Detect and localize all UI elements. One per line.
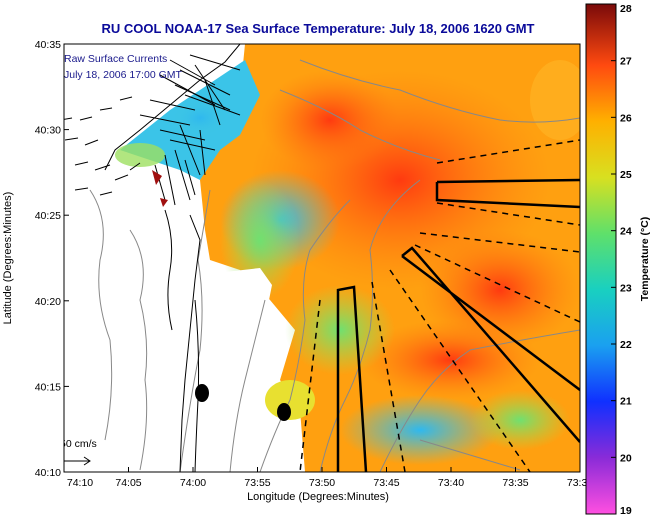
y-tick-label: 40:25 [35, 210, 61, 222]
bathymetry-contours [89, 59, 580, 472]
x-tick-label: 73:45 [373, 477, 399, 489]
colorbar-tick-label: 24 [620, 226, 632, 238]
x-tick-label: 74:05 [115, 477, 141, 489]
colorbar [585, 3, 617, 515]
x-tick-label: 74:10 [67, 477, 93, 489]
scale-vector-label: 50 cm/s [60, 438, 97, 450]
colorbar-tick-label: 23 [620, 282, 632, 294]
colorbar-label: Temperature (°C) [639, 217, 651, 302]
y-tick-label: 40:35 [35, 39, 61, 51]
x-ticks: 74:10 74:05 74:00 73:55 73:50 73:45 73:40 73:35… [63, 467, 593, 489]
current-vectors [64, 54, 241, 206]
plot-area: Raw Surface Currents July 18, 2006 17:00… [60, 44, 580, 472]
station-dot-2 [277, 403, 291, 421]
x-tick-label: 73:50 [309, 477, 335, 489]
scale-vector-arrow [64, 456, 91, 466]
colorbar-tick-label: 28 [620, 3, 632, 15]
overlay-line-2: July 18, 2006 17:00 GMT [64, 69, 182, 81]
overlay-line-1: Raw Surface Currents [64, 53, 167, 65]
colorbar-tick-label: 26 [620, 112, 632, 124]
colorbar-tick-label: 25 [620, 169, 632, 181]
y-axis-label: Latitude (Degrees:Minutes) [2, 192, 14, 325]
x-tick-label: 74:00 [180, 477, 206, 489]
x-tick-label: 73:55 [244, 477, 270, 489]
y-tick-label: 40:10 [35, 467, 61, 479]
colorbar-tick-label: 27 [620, 56, 632, 68]
colorbar-tick-label: 20 [620, 452, 632, 464]
colorbar-tick-label: 21 [620, 396, 632, 408]
x-axis-label: Longitude (Degrees:Minutes) [247, 491, 389, 503]
landmass [64, 44, 275, 472]
red-marker-2 [160, 198, 168, 207]
x-tick-label: 73:35 [502, 477, 528, 489]
colorbar-tick-label: 19 [620, 505, 632, 517]
colorbar-ticks: 19 20 21 22 23 24 25 26 27 28 [611, 3, 632, 517]
y-tick-label: 40:30 [35, 125, 61, 137]
x-tick-label: 73:40 [438, 477, 464, 489]
station-dot-1 [195, 384, 209, 402]
sst-field [115, 44, 580, 472]
sampling-sectors [299, 139, 580, 472]
red-marker [152, 170, 162, 185]
y-tick-label: 40:20 [35, 296, 61, 308]
y-ticks: 40:10 40:15 40:20 40:25 40:30 40:35 [35, 39, 69, 479]
colorbar-tick-label: 22 [620, 339, 632, 351]
y-tick-label: 40:15 [35, 381, 61, 393]
chart-title: RU COOL NOAA-17 Sea Surface Temperature:… [101, 21, 534, 36]
